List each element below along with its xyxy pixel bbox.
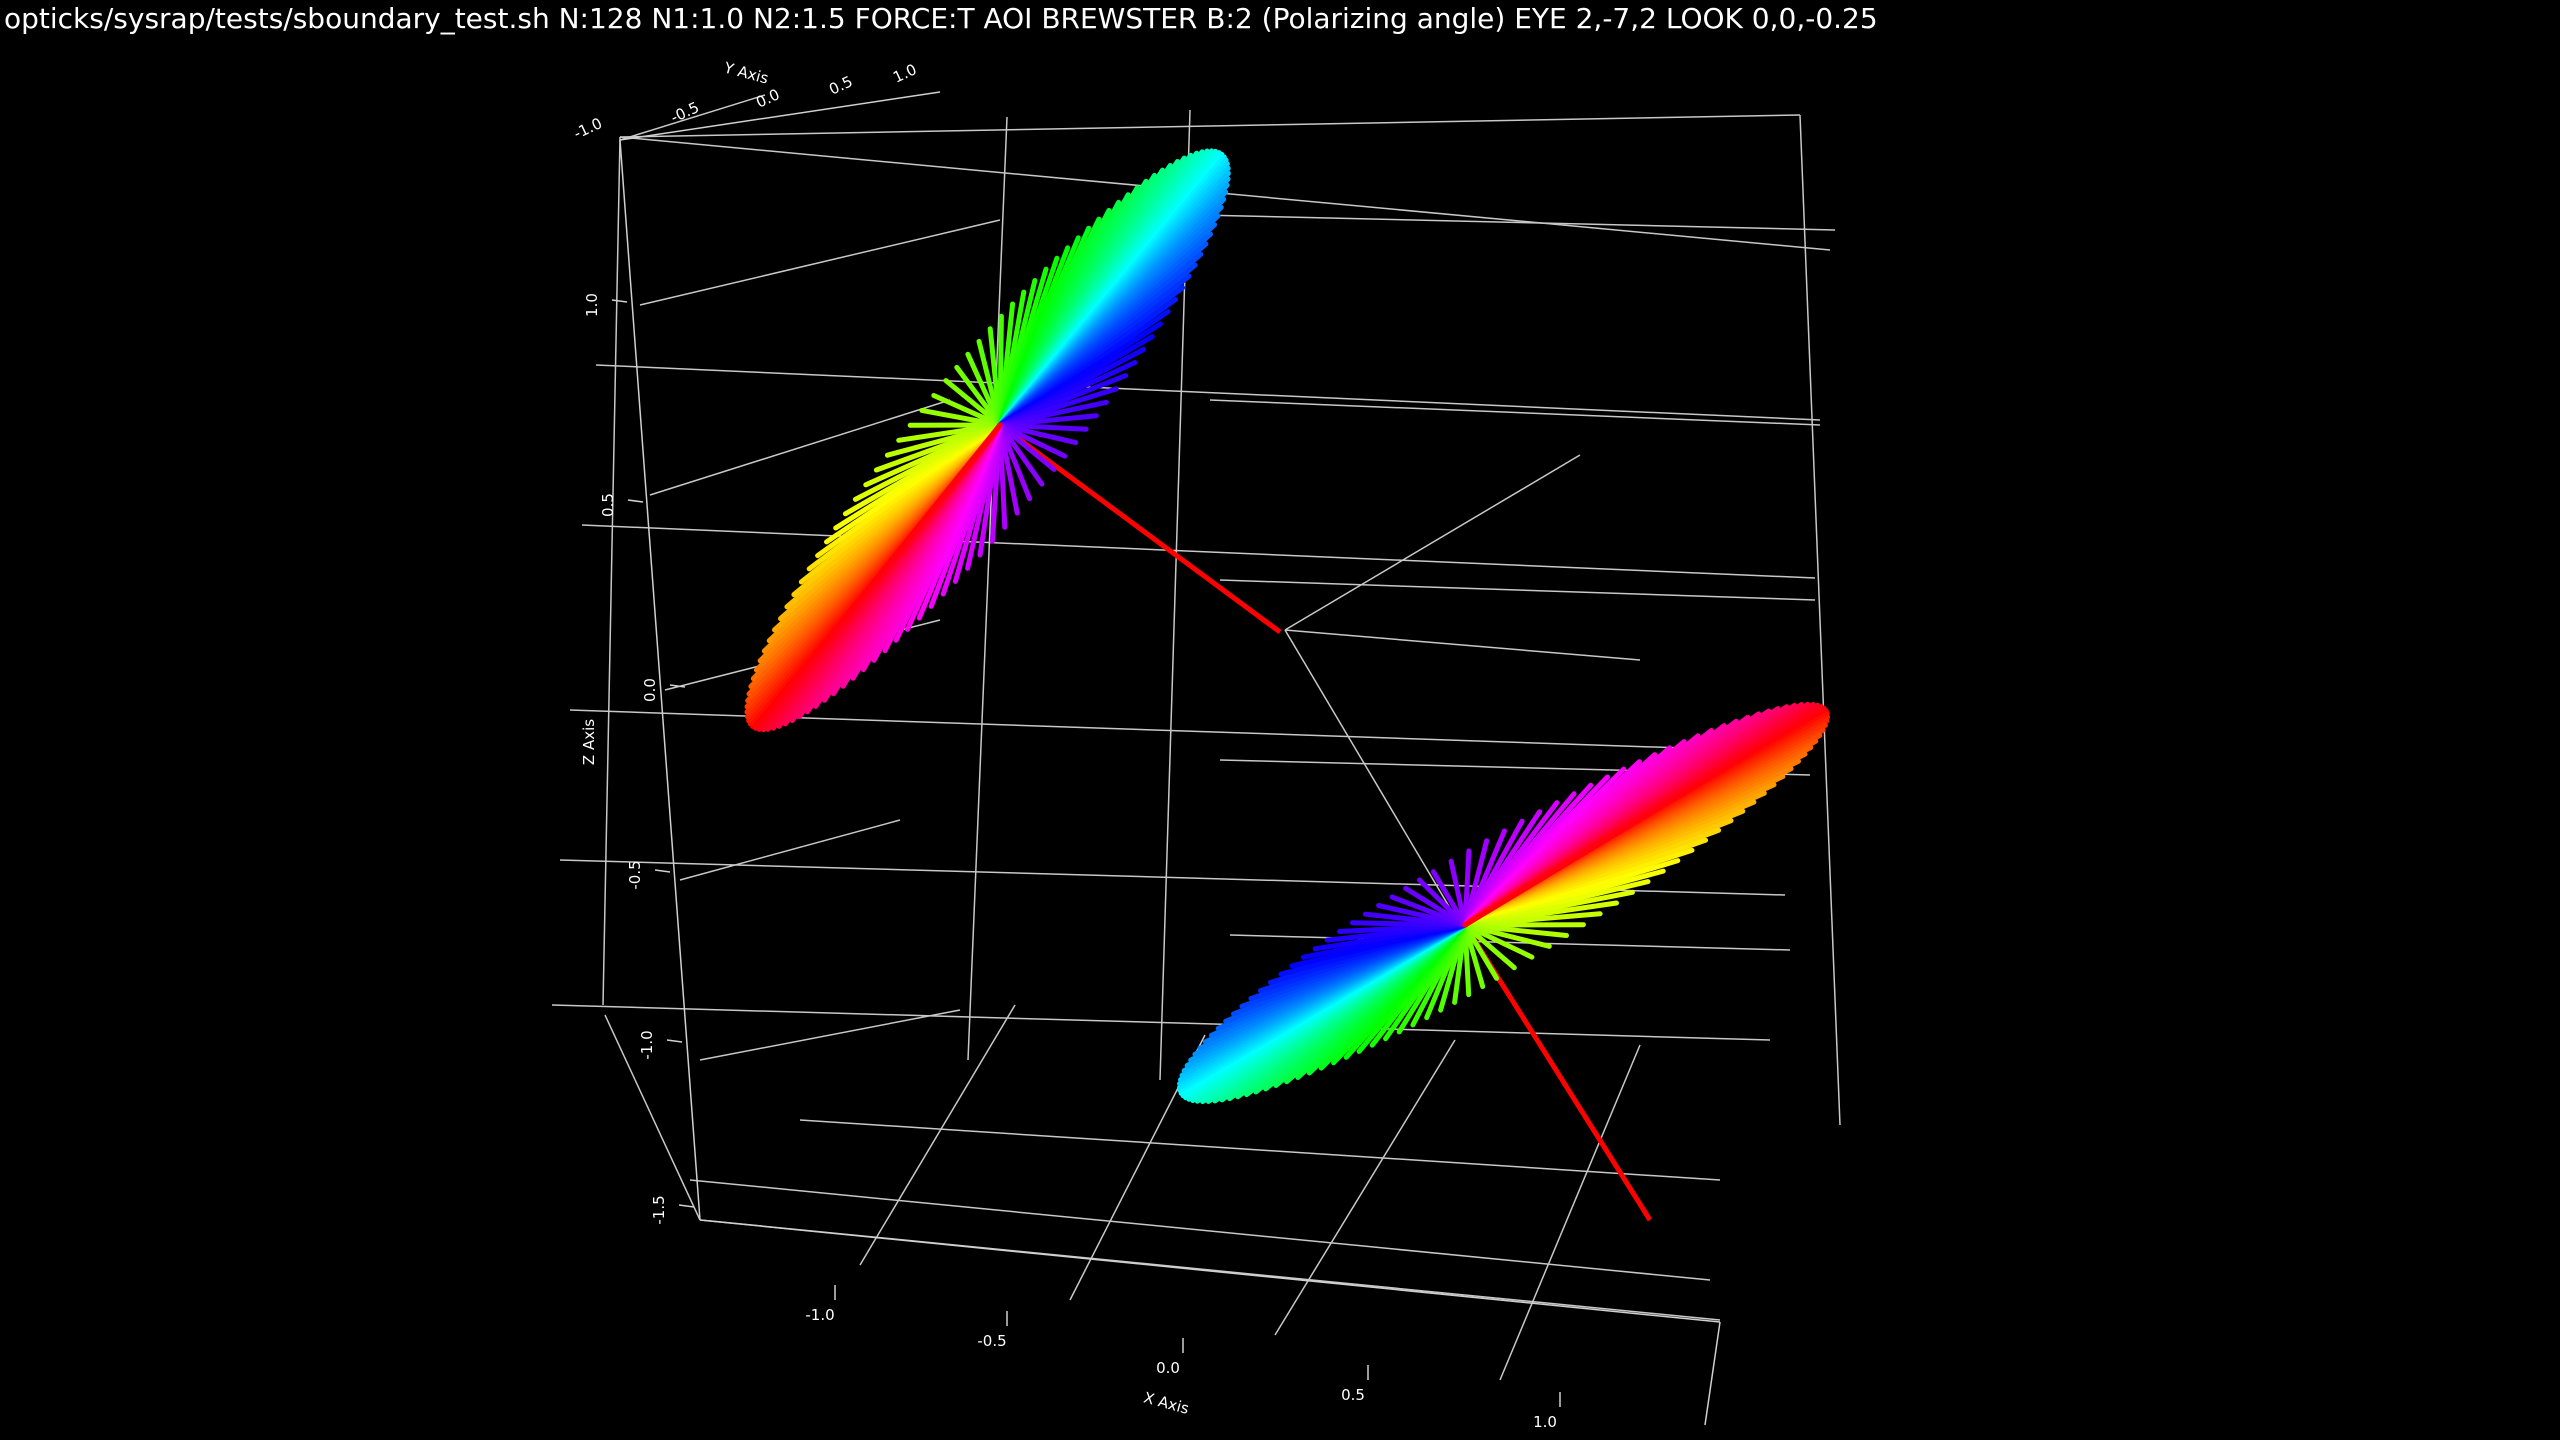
fan-vector [997,422,1045,487]
z-tick-label: 1.0 [583,293,601,317]
x-tick-label: 0.5 [1341,1386,1365,1404]
fan-vector [919,407,1003,428]
fan-vector [954,364,1003,428]
grid-lines [551,94,1841,1381]
z-tick-mark [611,299,628,303]
grid-line [699,1009,961,1061]
z-tick-mark [654,869,671,873]
x-axis-title: X Axis [1142,1389,1191,1418]
z-tick-mark [666,1039,683,1043]
polarization-fan [1177,701,1831,1104]
y-tick-label: 0.0 [753,85,782,111]
z-axis-title: Z Axis [580,719,598,765]
fan-vector [1462,922,1500,981]
frame-edge [619,91,941,141]
fan-vector [1403,885,1468,928]
x-tick-label: 0.0 [1156,1359,1180,1377]
grid-line [619,94,766,141]
grid-line [1274,1039,1456,1336]
grid-line [1199,214,1836,231]
fan-vector [997,422,1079,446]
grid-line [1219,579,1816,601]
frame-edge [699,1219,1721,1323]
z-tick-mark [627,499,644,503]
grid-line [1499,1044,1641,1381]
fan-vector [1462,922,1552,949]
fan-vector [1430,869,1468,928]
fan-vector [931,393,1003,428]
grid-line [1229,934,1791,951]
grid-line [1209,399,1821,426]
fan-vector [997,422,1089,432]
grid-line [581,524,1816,579]
grid-line [602,136,621,1006]
normal-line [1284,454,1581,631]
grid-line [679,819,901,881]
frame-edge [1704,1321,1721,1426]
y-tick-label: 0.5 [826,72,855,98]
grid-line [967,116,1008,1061]
normal-line [1284,629,1461,926]
grid-line [859,1004,1016,1266]
y-tick-label: 1.0 [890,60,919,86]
frame-edge [619,139,701,1221]
z-tick-label: -1.5 [650,1195,668,1224]
z-tick-mark [669,684,686,688]
grid-line [595,364,1821,421]
fan-vector [943,378,1003,428]
normal-line [1284,629,1641,661]
grid-line [619,114,1801,138]
fan-vector [997,422,1068,459]
fan-vector [1462,922,1517,971]
polarization-fans [744,148,1831,1104]
z-tick-mark [678,1204,695,1208]
z-tick-label: -0.5 [626,860,644,889]
fan-vector [1448,858,1468,928]
z-tick-label: 0.5 [599,493,617,517]
z-tick-label: -1.0 [638,1030,656,1059]
y-tick-label: -1.0 [571,114,605,143]
z-tick-label: 0.0 [641,678,659,702]
grid-line [639,219,1001,306]
y-tick-label: -0.5 [668,98,702,127]
fan-vector [1417,877,1468,928]
x-tick-label: 1.0 [1533,1413,1557,1431]
plot-title: opticks/sysrap/tests/sboundary_test.sh N… [4,2,1878,35]
grid-line [551,1004,1771,1041]
grid-line [649,399,951,496]
x-tick-label: -0.5 [977,1332,1006,1350]
grid-line [689,1179,1711,1281]
fan-vector [1462,705,1827,928]
x-tick-label: -1.0 [805,1306,834,1324]
y-axis-title: Y Axis [721,58,770,87]
fan-vector [753,422,1003,731]
fan-vector [997,422,1057,472]
polarization-fan [744,148,1231,733]
grid-line [604,1014,701,1221]
ray-line [998,422,1282,635]
fan-vector [1462,922,1535,960]
grid-line [799,1119,1721,1181]
axis-frame [619,91,1721,1426]
grid-line [1799,114,1841,1126]
